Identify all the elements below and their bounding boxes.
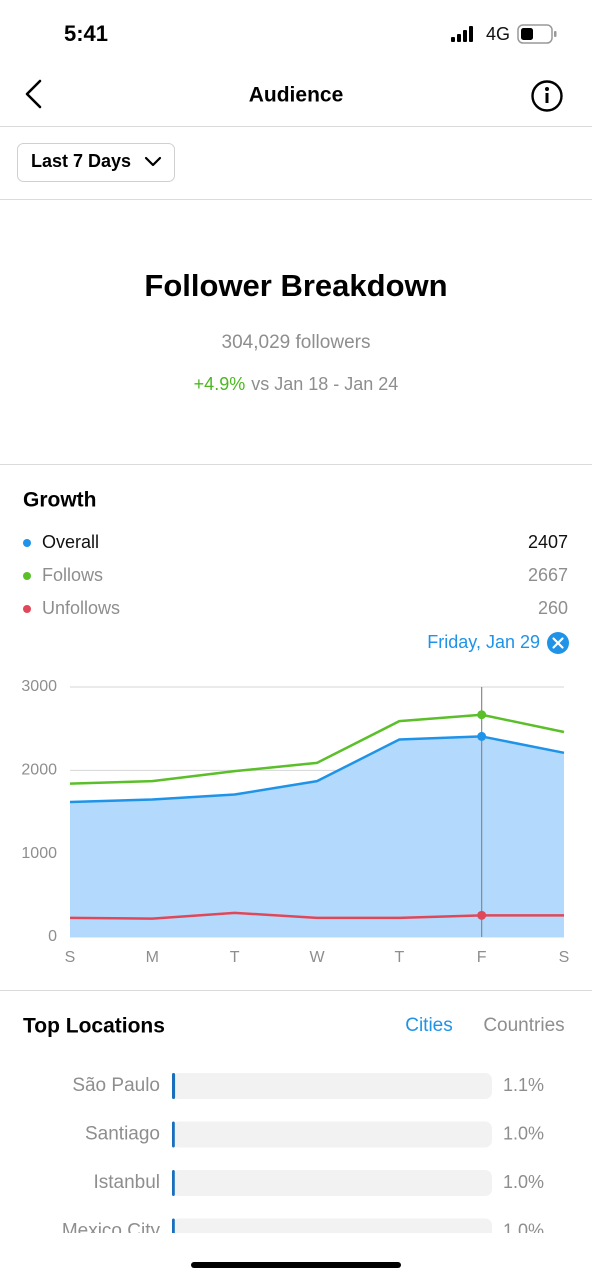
x-tick-label: M — [146, 949, 159, 966]
tab-cities[interactable]: Cities — [405, 1015, 453, 1036]
battery-icon — [517, 24, 557, 44]
point — [477, 910, 487, 920]
x-tick-label: W — [309, 949, 325, 966]
legend: Overall 2407 Follows 2667 Unfollows 260 — [23, 532, 568, 618]
status-network: 4G — [486, 24, 510, 44]
change-comparison: vs Jan 18 - Jan 24 — [251, 374, 398, 394]
follower-change: +4.9% vs Jan 18 - Jan 24 — [194, 374, 399, 394]
legend-value: 2407 — [528, 532, 568, 552]
x-tick-label: T — [394, 949, 404, 966]
y-tick-label: 0 — [48, 928, 57, 945]
location-value: 1.1% — [503, 1075, 544, 1095]
bar-track — [172, 1170, 492, 1196]
x-tick-label: S — [65, 949, 76, 966]
x-tick-label: S — [559, 949, 570, 966]
legend-name: Overall — [42, 532, 99, 552]
location-value: 1.0% — [503, 1172, 544, 1192]
change-value: +4.9% — [194, 374, 246, 394]
status-time: 5:41 — [64, 21, 108, 46]
info-button[interactable] — [531, 80, 563, 112]
legend-dot — [23, 605, 31, 613]
bar-track — [172, 1121, 492, 1148]
locations-title: Top Locations — [23, 1015, 165, 1038]
tab-countries[interactable]: Countries — [483, 1015, 564, 1036]
signal-icon — [451, 26, 473, 42]
bar-track — [172, 1218, 492, 1233]
legend-value: 2667 — [528, 565, 568, 585]
legend-name: Follows — [42, 565, 103, 585]
date-filter-label: Last 7 Days — [31, 151, 131, 171]
location-value: 1.0% — [503, 1220, 544, 1240]
bar — [172, 1073, 176, 1099]
clear-selection-button[interactable] — [547, 632, 569, 654]
home-indicator — [191, 1262, 401, 1268]
location-name: Istanbul — [93, 1172, 160, 1193]
location-name: Mexico City — [62, 1221, 161, 1242]
bar-track — [172, 1073, 492, 1099]
bar — [172, 1121, 175, 1148]
x-tick-label: T — [230, 949, 240, 966]
y-tick-label: 3000 — [21, 678, 57, 695]
follower-count: 304,029 followers — [222, 332, 371, 353]
x-tick-label: F — [477, 949, 487, 966]
point — [477, 710, 487, 720]
legend-value: 260 — [538, 598, 568, 618]
growth-chart: 0 1000 2000 3000 S M T W T F S — [21, 678, 569, 966]
location-name: Santiago — [85, 1124, 160, 1145]
y-tick-label: 2000 — [21, 762, 57, 779]
location-name: São Paulo — [72, 1075, 160, 1096]
y-tick-label: 1000 — [21, 845, 57, 862]
summary-title: Follower Breakdown — [144, 268, 447, 303]
legend-name: Unfollows — [42, 598, 120, 618]
legend-dot — [23, 572, 31, 580]
date-filter-button[interactable]: Last 7 Days — [17, 143, 175, 182]
location-value: 1.0% — [503, 1123, 544, 1143]
selected-date: Friday, Jan 29 — [427, 632, 540, 652]
growth-title: Growth — [23, 489, 97, 512]
point — [477, 731, 487, 741]
header-title: Audience — [249, 84, 344, 107]
location-list: São Paulo 1.1% Santiago 1.0% Istanbul 1.0% Mex… — [62, 1073, 544, 1242]
bar — [172, 1218, 175, 1233]
area — [70, 736, 564, 937]
back-button[interactable] — [25, 79, 42, 109]
bar — [172, 1170, 175, 1196]
legend-dot — [23, 539, 31, 547]
